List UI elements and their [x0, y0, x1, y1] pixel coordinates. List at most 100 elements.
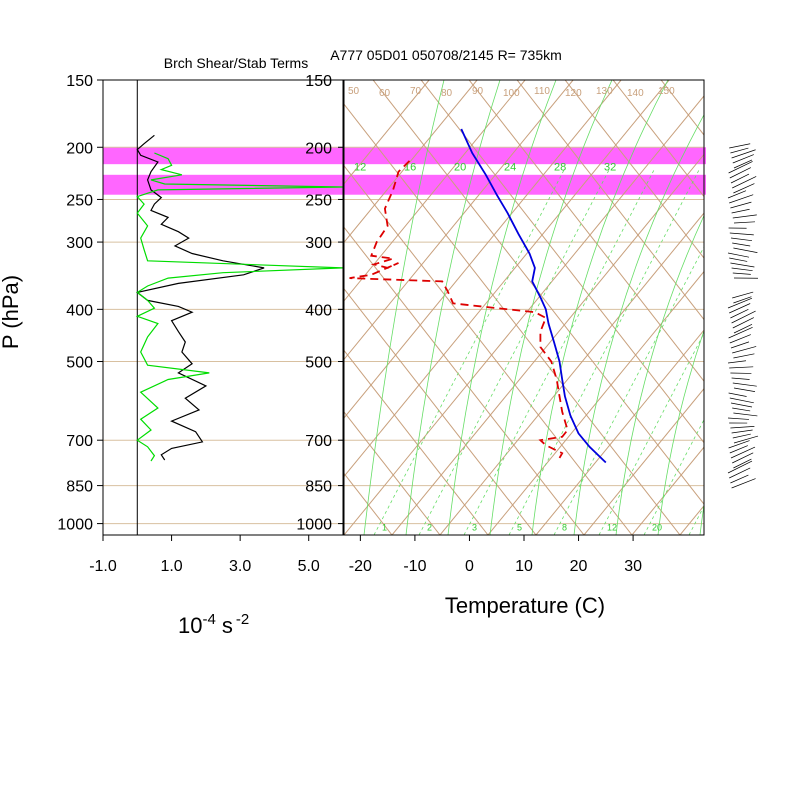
mixing-ratio-0 — [373, 169, 565, 535]
overlay-green-label-4: 28 — [554, 162, 566, 174]
isotherm-7 — [391, 153, 704, 535]
right-xtick-label-3: 10 — [515, 558, 533, 575]
wind-barb-39 — [733, 353, 755, 359]
units-unit: s — [222, 613, 233, 638]
units-exp2: -2 — [236, 611, 249, 628]
right-ytick-label-5: 500 — [305, 355, 332, 372]
dry-adiabat-15 — [612, 80, 704, 198]
wind-barb-37 — [730, 341, 750, 349]
wind-barb-29 — [727, 297, 753, 309]
wind-barb-45 — [733, 387, 756, 392]
left-ytick-label-7: 850 — [66, 479, 93, 496]
isotherm-15 — [776, 80, 800, 535]
left-ytick-label-2: 250 — [66, 192, 93, 209]
overlay-tan-label-0: 50 — [348, 86, 360, 97]
wind-barb-50 — [733, 412, 758, 417]
overlay-tan-label-6: 110 — [534, 86, 550, 97]
wind-barb-34 — [733, 324, 753, 334]
left-ytick-label-1: 200 — [66, 140, 93, 157]
left-ytick-label-4: 400 — [66, 302, 93, 319]
wind-barb-18 — [730, 237, 753, 242]
left-ytick-label-5: 500 — [66, 355, 93, 372]
left-ytick-label-3: 300 — [66, 235, 93, 252]
right-xtick-label-4: 20 — [570, 558, 588, 575]
wind-barb-23 — [730, 262, 755, 268]
mixing-ratio-6 — [643, 418, 704, 535]
wind-barb-41 — [729, 366, 754, 369]
wind-barb-7 — [730, 173, 750, 184]
right-xtick-label-1: -10 — [403, 558, 426, 575]
right-ytick-label-3: 300 — [305, 235, 332, 252]
overlay-tan-label-9: 140 — [627, 88, 644, 99]
overlay-tan-label-1: 60 — [379, 88, 391, 99]
left-panel-frame — [102, 79, 344, 536]
overlay-green-label-0: 12 — [354, 162, 366, 174]
wind-barb-46 — [728, 392, 747, 397]
wind-barb-64 — [730, 474, 749, 484]
moist-adiabat-5 — [573, 114, 704, 535]
wind-barb-44 — [732, 382, 757, 387]
overlay-lines — [344, 80, 800, 535]
dry-adiabat-9 — [344, 103, 681, 535]
dry-adiabat-17 — [709, 80, 800, 535]
dry-adiabat-5 — [344, 349, 489, 535]
dry-adiabat-11 — [420, 80, 704, 444]
wind-barb-2 — [731, 149, 756, 159]
wind-barb-20 — [733, 247, 758, 253]
right-ytick-label-1: 200 — [305, 140, 332, 157]
wind-barb-10 — [727, 190, 747, 199]
right-ytick-label-7: 850 — [305, 479, 332, 496]
mixing-ratio-5 — [598, 332, 704, 535]
wind-barb-53 — [730, 426, 755, 429]
wind-barb-32 — [731, 310, 756, 324]
wind-barb-25 — [732, 272, 751, 275]
left-panel-series — [135, 134, 344, 462]
moist-adiabat-3 — [489, 80, 613, 535]
units-base: 10 — [178, 613, 202, 638]
mixing-ratio-label-3: 5 — [517, 523, 522, 533]
mixing-ratio-4 — [553, 245, 704, 535]
wind-barb-62 — [727, 460, 753, 474]
wind-barb-55 — [732, 433, 751, 439]
left-xtick-label-2: 3.0 — [229, 558, 251, 575]
wind-barb-4 — [733, 159, 753, 169]
wind-barb-36 — [729, 334, 751, 344]
right-ytick-label-8: 1000 — [296, 517, 332, 534]
wind-barb-19 — [732, 242, 751, 247]
moist-adiabat-7 — [657, 329, 704, 535]
wind-barb-15 — [733, 221, 756, 224]
wind-barb-31 — [730, 308, 749, 319]
wind-barb-49 — [732, 407, 751, 412]
wind-barb-54 — [731, 429, 753, 434]
wind-barb-47 — [729, 397, 754, 404]
moist-adiabat-6 — [615, 214, 704, 535]
mixing-ratio-label-5: 12 — [607, 523, 617, 533]
left-xtick-label-1: 1.0 — [160, 558, 182, 575]
dry-adiabat-13 — [516, 80, 704, 321]
dry-adiabat-6 — [344, 288, 537, 535]
wind-barb-5 — [728, 161, 753, 174]
left-ytick-label-8: 1000 — [57, 517, 93, 534]
right-xtick-label-0: -20 — [349, 558, 372, 575]
left-xtick-label-3: 5.0 — [298, 558, 320, 575]
overlay-tan-label-3: 80 — [441, 88, 453, 99]
wind-barb-65 — [731, 478, 756, 489]
isotherm-11 — [583, 387, 704, 535]
left-series-0 — [135, 134, 265, 461]
x-axis-label-temperature: Temperature (C) — [445, 593, 605, 618]
isotherm-6 — [344, 95, 704, 535]
wind-barb-1 — [730, 147, 749, 154]
wind-barb-6 — [729, 167, 751, 179]
right-panel-title: A777 05D01 050708/2145 R= 735km — [330, 47, 562, 63]
wind-barb-43 — [731, 377, 750, 380]
moist-adiabat-4 — [531, 80, 669, 535]
wind-barb-56 — [733, 435, 759, 444]
wind-barb-59 — [730, 446, 756, 459]
wind-barb-24 — [731, 267, 753, 272]
wind-barb-17 — [729, 232, 754, 236]
wind-barb-27 — [732, 291, 754, 299]
mixing-ratio-label-0: 1 — [382, 523, 387, 533]
moist-adiabat-1 — [405, 80, 501, 535]
overlay-tan-label-2: 70 — [410, 86, 422, 97]
